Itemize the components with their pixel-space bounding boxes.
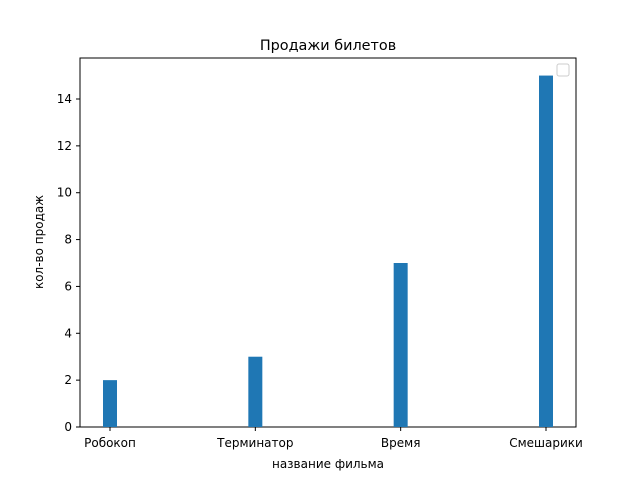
- chart-title: Продажи билетов: [260, 38, 396, 54]
- y-tick-label: 0: [64, 420, 72, 434]
- legend-box: [556, 63, 570, 77]
- y-tick-label: 8: [64, 233, 72, 247]
- plot-frame: [79, 57, 577, 428]
- x-tick-label: Терминатор: [216, 436, 293, 450]
- bar-2: [393, 263, 408, 427]
- y-axis-ticks: 0 2 4 6 8 10 12 14: [57, 92, 80, 434]
- y-tick-label: 12: [57, 139, 72, 153]
- bars: [103, 75, 553, 428]
- x-axis-label: название фильма: [272, 457, 384, 471]
- x-axis-ticks: Робокоп Терминатор Время Смешарики: [84, 427, 583, 450]
- bar-0: [103, 380, 117, 427]
- bar-1: [248, 356, 263, 427]
- y-tick-label: 6: [64, 279, 72, 293]
- y-tick-label: 10: [57, 186, 72, 200]
- x-tick-label: Робокоп: [84, 436, 136, 450]
- y-tick-label: 14: [57, 92, 72, 106]
- y-tick-label: 4: [64, 326, 72, 340]
- x-tick-label: Смешарики: [509, 436, 583, 450]
- y-axis-label: кол-во продаж: [32, 195, 46, 289]
- bar-3: [539, 75, 553, 428]
- plot-area: [79, 57, 577, 428]
- y-tick-label: 2: [64, 373, 72, 387]
- x-tick-label: Время: [381, 436, 421, 450]
